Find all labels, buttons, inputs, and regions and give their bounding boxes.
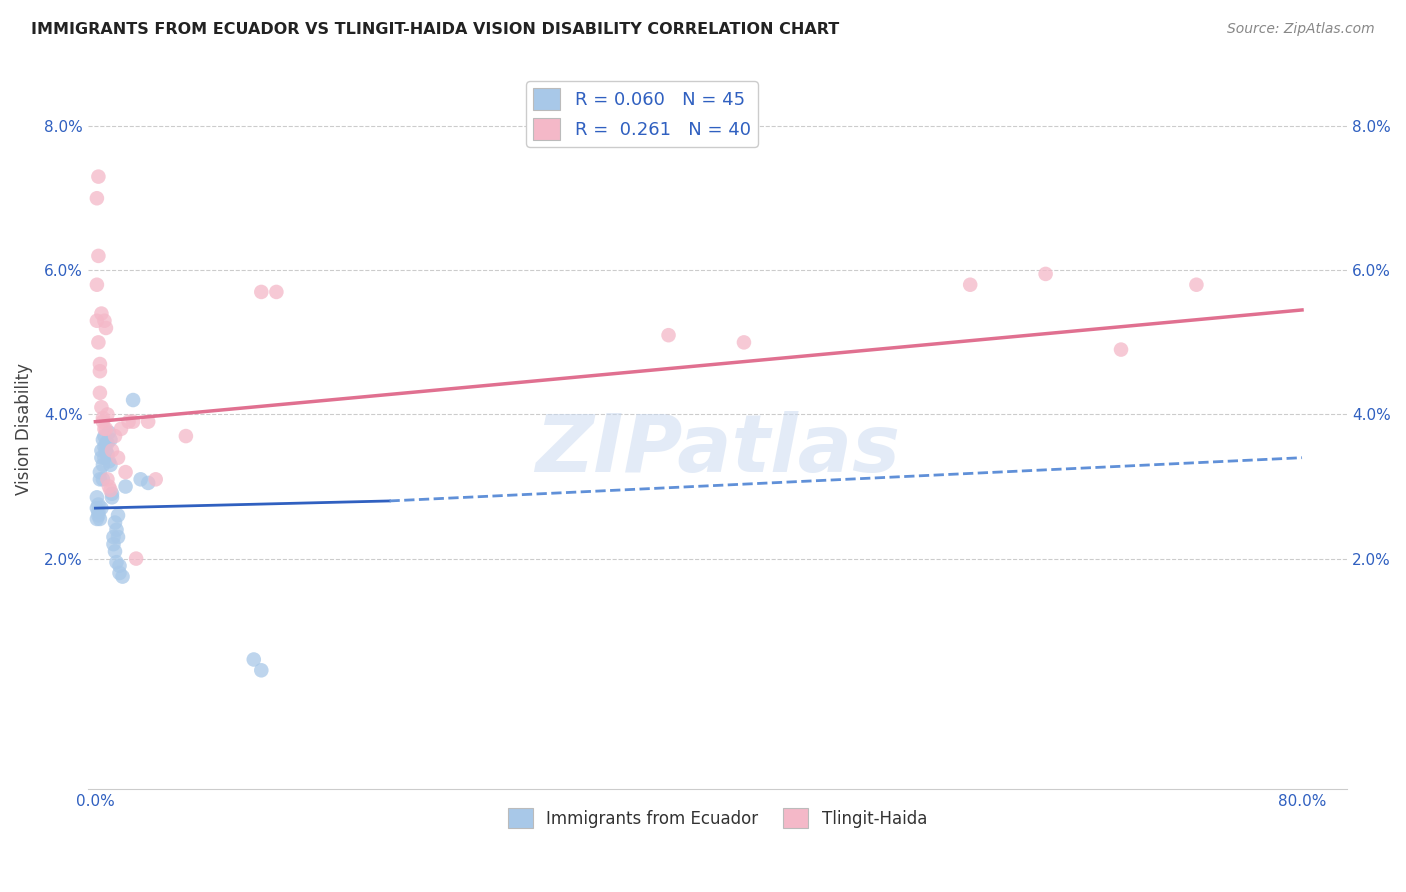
Point [107, 450, 129, 465]
Point [97, 479, 120, 493]
Point [86, 512, 108, 526]
Legend: Immigrants from Ecuador, Tlingit-Haida: Immigrants from Ecuador, Tlingit-Haida [502, 801, 934, 835]
Point [93, 422, 115, 436]
Point [86, 501, 108, 516]
Point [94, 321, 117, 335]
Point [959, 277, 981, 292]
Point [90, 307, 112, 321]
Point [101, 443, 124, 458]
Point [93, 314, 115, 328]
Point [107, 508, 129, 523]
Point [100, 458, 122, 472]
Point [89, 472, 111, 486]
Point [110, 422, 132, 436]
Text: IMMIGRANTS FROM ECUADOR VS TLINGIT-HAIDA VISION DISABILITY CORRELATION CHART: IMMIGRANTS FROM ECUADOR VS TLINGIT-HAIDA… [31, 22, 839, 37]
Point [104, 516, 127, 530]
Point [89, 465, 111, 479]
Point [90, 450, 112, 465]
Y-axis label: Vision Disability: Vision Disability [15, 363, 32, 495]
Point [87, 505, 110, 519]
Point [97, 425, 120, 440]
Point [129, 472, 152, 486]
Point [96, 447, 118, 461]
Point [1035, 267, 1057, 281]
Point [87, 508, 110, 523]
Point [114, 479, 136, 493]
Point [87, 249, 110, 263]
Point [104, 429, 127, 443]
Point [108, 558, 131, 573]
Point [91, 472, 114, 486]
Point [96, 472, 118, 486]
Point [96, 436, 118, 450]
Point [100, 433, 122, 447]
Text: Source: ZipAtlas.com: Source: ZipAtlas.com [1227, 22, 1375, 37]
Point [96, 408, 118, 422]
Point [91, 415, 114, 429]
Point [86, 277, 108, 292]
Point [103, 537, 125, 551]
Point [90, 501, 112, 516]
Point [136, 475, 159, 490]
Point [94, 436, 117, 450]
Point [733, 335, 755, 350]
Point [91, 458, 114, 472]
Point [86, 491, 108, 505]
Point [87, 498, 110, 512]
Point [174, 429, 197, 443]
Point [100, 483, 122, 497]
Point [114, 465, 136, 479]
Point [145, 472, 167, 486]
Point [107, 530, 129, 544]
Point [89, 512, 111, 526]
Point [90, 443, 112, 458]
Point [136, 415, 159, 429]
Point [87, 169, 110, 184]
Point [242, 652, 264, 666]
Point [86, 314, 108, 328]
Point [101, 491, 124, 505]
Point [105, 523, 128, 537]
Point [657, 328, 679, 343]
Point [86, 191, 108, 205]
Point [266, 285, 288, 299]
Point [101, 487, 124, 501]
Point [250, 285, 273, 299]
Point [94, 422, 117, 436]
Point [250, 663, 273, 677]
Point [93, 440, 115, 454]
Point [103, 530, 125, 544]
Text: ZIPatlas: ZIPatlas [536, 411, 900, 490]
Point [87, 335, 110, 350]
Point [90, 401, 112, 415]
Point [105, 555, 128, 569]
Point [97, 454, 120, 468]
Point [117, 415, 139, 429]
Point [93, 450, 115, 465]
Point [91, 433, 114, 447]
Point [89, 364, 111, 378]
Point [89, 357, 111, 371]
Point [1185, 277, 1208, 292]
Point [108, 566, 131, 580]
Point [91, 411, 114, 425]
Point [122, 392, 145, 407]
Point [111, 569, 134, 583]
Point [104, 544, 127, 558]
Point [122, 415, 145, 429]
Point [94, 443, 117, 458]
Point [125, 551, 148, 566]
Point [1109, 343, 1132, 357]
Point [93, 429, 115, 443]
Point [89, 385, 111, 400]
